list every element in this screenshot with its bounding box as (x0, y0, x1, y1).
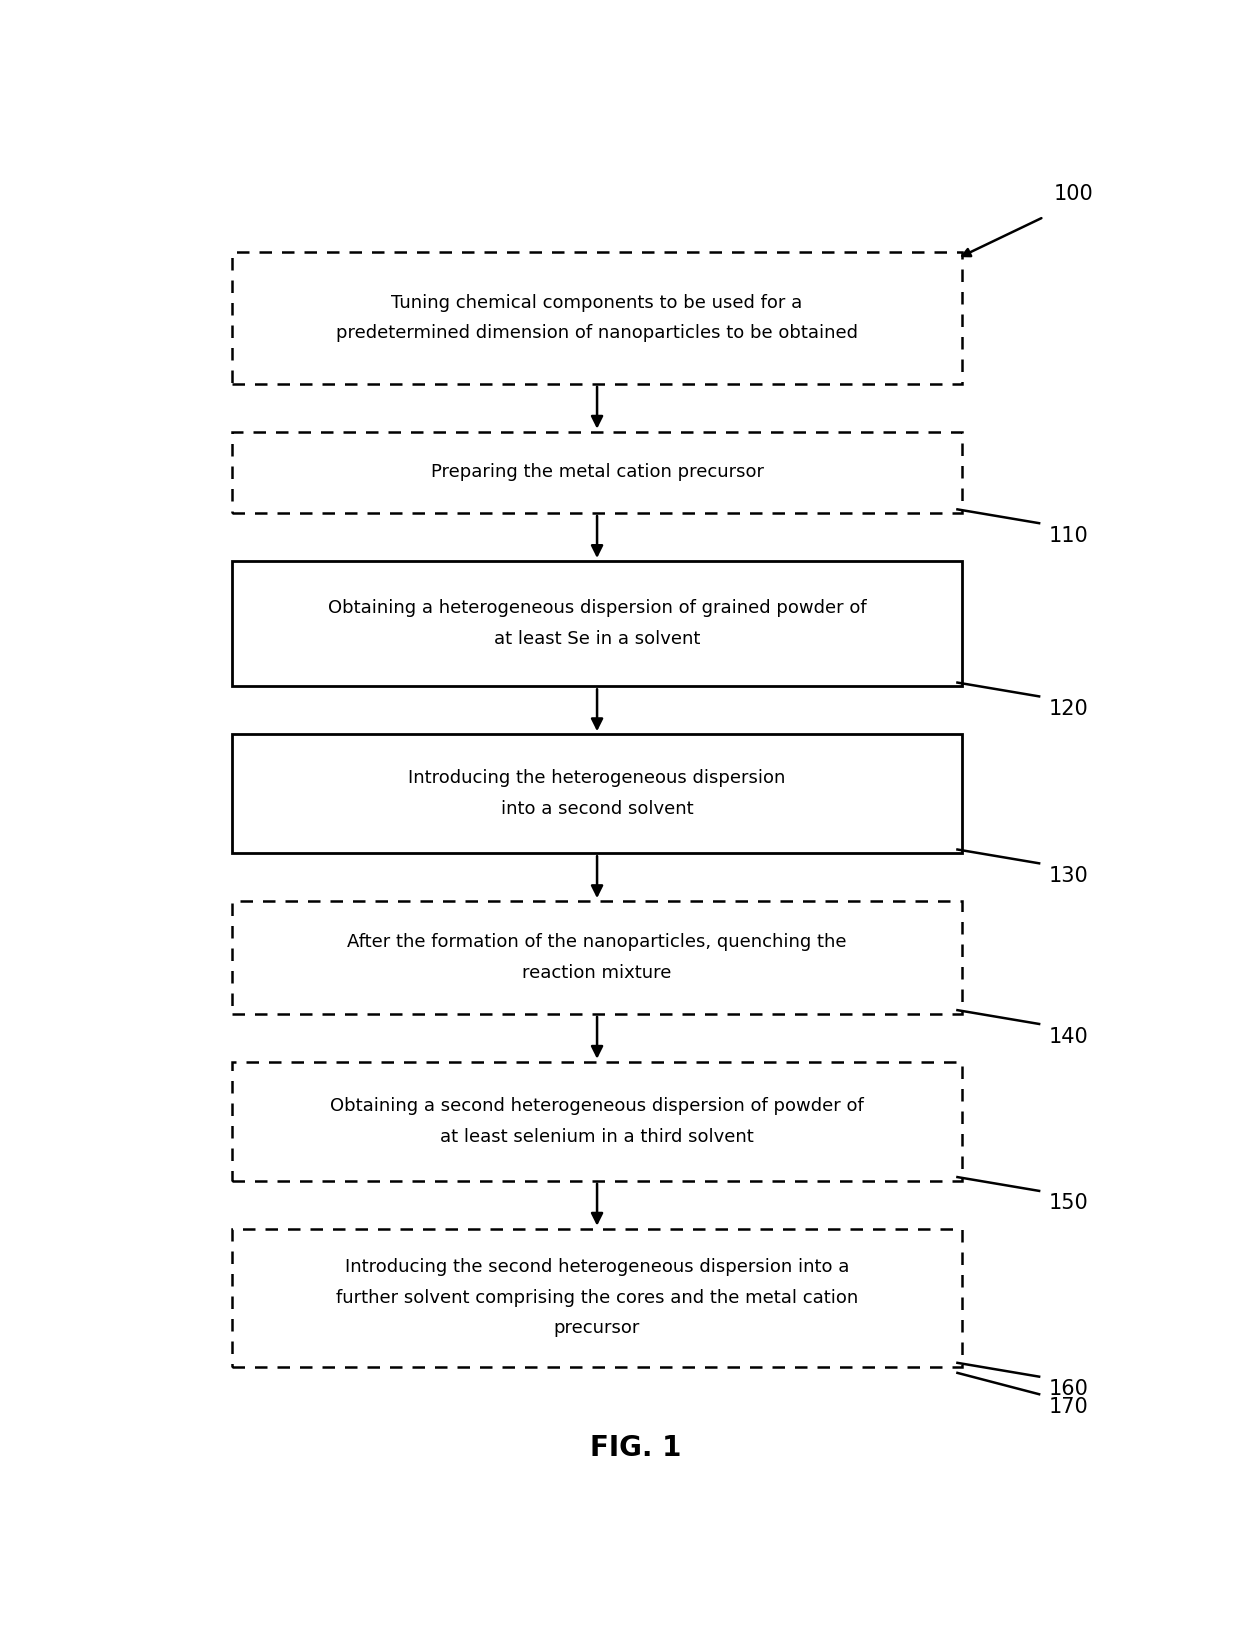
FancyBboxPatch shape (232, 734, 962, 852)
Text: 140: 140 (1049, 1027, 1089, 1046)
Text: 130: 130 (1049, 866, 1089, 885)
Text: 100: 100 (1054, 184, 1094, 204)
FancyBboxPatch shape (232, 1061, 962, 1180)
FancyBboxPatch shape (232, 432, 962, 513)
FancyBboxPatch shape (232, 253, 962, 383)
Text: Preparing the metal cation precursor: Preparing the metal cation precursor (430, 463, 764, 481)
FancyBboxPatch shape (232, 1229, 962, 1366)
FancyBboxPatch shape (232, 901, 962, 1014)
Text: 170: 170 (1049, 1397, 1089, 1416)
Text: Introducing the heterogeneous dispersion
into a second solvent: Introducing the heterogeneous dispersion… (408, 769, 786, 818)
Text: Obtaining a heterogeneous dispersion of grained powder of
at least Se in a solve: Obtaining a heterogeneous dispersion of … (327, 600, 867, 647)
Text: Introducing the second heterogeneous dispersion into a
further solvent comprisin: Introducing the second heterogeneous dis… (336, 1258, 858, 1337)
Text: Tuning chemical components to be used for a
predetermined dimension of nanoparti: Tuning chemical components to be used fo… (336, 293, 858, 342)
Text: 110: 110 (1049, 526, 1089, 546)
FancyBboxPatch shape (232, 561, 962, 686)
Text: FIG. 1: FIG. 1 (590, 1434, 681, 1462)
Text: Obtaining a second heterogeneous dispersion of powder of
at least selenium in a : Obtaining a second heterogeneous dispers… (330, 1097, 864, 1146)
Text: 160: 160 (1049, 1379, 1089, 1399)
Text: 120: 120 (1049, 699, 1089, 719)
Text: After the formation of the nanoparticles, quenching the
reaction mixture: After the formation of the nanoparticles… (347, 932, 847, 981)
Text: 150: 150 (1049, 1193, 1089, 1213)
